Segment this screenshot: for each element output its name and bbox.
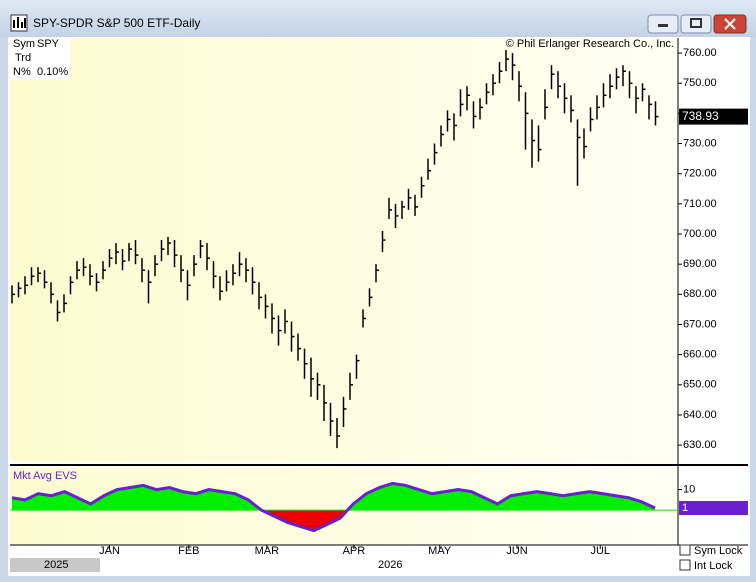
year-label: 2025 <box>44 559 68 571</box>
last-value-box <box>679 501 748 516</box>
x-tick-label: APR <box>343 545 366 557</box>
info-box <box>10 38 70 80</box>
year-label: 2026 <box>378 559 402 571</box>
indicator-title: Mkt Avg EVS <box>13 470 77 482</box>
y-tick-label: 690.00 <box>683 258 717 270</box>
x-tick-label: JUN <box>506 545 527 557</box>
x-tick-label: MAY <box>428 545 452 557</box>
info-label: Trd <box>15 52 31 64</box>
x-tick-label: JAN <box>99 545 120 557</box>
info-label: Sym <box>13 38 35 50</box>
y-tick-label: 760.00 <box>683 47 717 59</box>
x-tick-label: FEB <box>178 545 199 557</box>
y-tick-label: 10 <box>683 483 695 495</box>
info-label: N% <box>13 66 31 78</box>
y-tick-label: 750.00 <box>683 77 717 89</box>
title-bar <box>0 0 756 37</box>
y-tick-label: 700.00 <box>683 228 717 240</box>
info-value: 0.10% <box>37 66 68 78</box>
y-tick-label: 730.00 <box>683 137 717 149</box>
y-tick-label: 710.00 <box>683 198 717 210</box>
checkbox[interactable] <box>679 559 691 571</box>
y-tick-label: 680.00 <box>683 288 717 300</box>
checkbox-label: Int Lock <box>694 560 733 572</box>
close-glyph <box>724 18 736 30</box>
y-tick-label: 660.00 <box>683 349 717 361</box>
x-tick-label: MAR <box>255 545 280 557</box>
area-negative <box>261 510 348 531</box>
info-value: SPY <box>37 38 60 50</box>
last-price-label: 738.93 <box>682 109 719 123</box>
checkbox-label: Sym Lock <box>694 545 743 557</box>
copyright: © Phil Erlanger Research Co., Inc. <box>506 38 674 50</box>
y-tick-label: 650.00 <box>683 379 717 391</box>
area-line <box>11 481 656 533</box>
checkbox[interactable] <box>679 544 691 556</box>
maximize-button[interactable] <box>680 14 712 34</box>
y-tick-label: 630.00 <box>683 439 717 451</box>
last-price-box <box>679 108 748 125</box>
year-band <box>10 558 100 572</box>
y-tick-label: 720.00 <box>683 168 717 180</box>
last-value-label: 1 <box>682 502 688 514</box>
maximize-glyph <box>690 18 702 28</box>
app-icon-glyph <box>13 17 26 28</box>
minimize-glyph <box>658 24 668 27</box>
price-plot <box>10 38 678 462</box>
y-tick-label: 670.00 <box>683 318 717 330</box>
x-tick-label: JUL <box>590 545 610 557</box>
y-tick-label: 640.00 <box>683 409 717 421</box>
window-title: SPY-SPDR S&P 500 ETF-Daily <box>33 16 200 30</box>
